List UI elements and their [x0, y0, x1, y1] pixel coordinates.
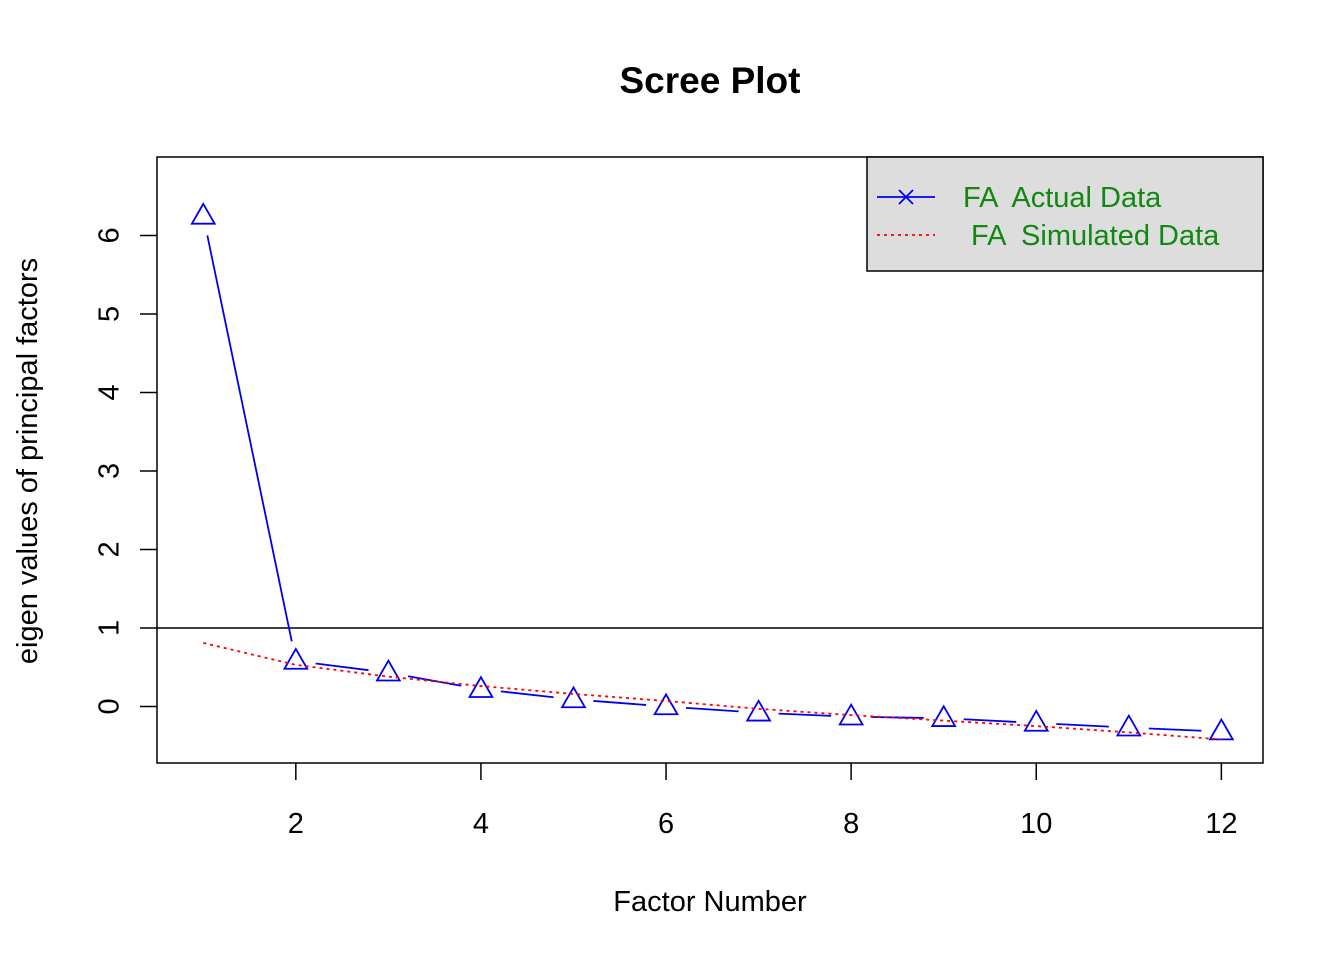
- data-point-7: [745, 698, 772, 722]
- x-tick-label-2: 2: [288, 808, 304, 840]
- y-tick-label-3: 3: [94, 463, 126, 479]
- series-segment-6: [685, 706, 739, 713]
- data-point-5: [560, 685, 587, 709]
- data-point-12: [1208, 717, 1235, 741]
- series-segment-7: [778, 712, 832, 717]
- legend-label-0: FA Actual Data: [963, 182, 1162, 214]
- legend-box: [866, 156, 1264, 272]
- data-point-2: [282, 647, 309, 670]
- series-segment-9: [963, 718, 1017, 723]
- legend-x-marker-icon: [898, 189, 914, 205]
- series-1: [203, 642, 1222, 741]
- y-tick-label-2: 2: [94, 541, 126, 557]
- data-point-11: [1115, 713, 1142, 737]
- data-point-3: [375, 658, 402, 682]
- chart-title: Scree Plot: [620, 60, 801, 101]
- x-tick-label-12: 12: [1205, 808, 1237, 840]
- data-point-10: [1023, 709, 1050, 732]
- legend-label-1: FA Simulated Data: [963, 220, 1220, 252]
- y-tick-label-5: 5: [94, 306, 126, 322]
- series-line-simulated: [203, 642, 1222, 741]
- series-segment-4: [500, 690, 554, 699]
- series-segment-5: [593, 700, 647, 706]
- data-point-6: [653, 692, 679, 716]
- series-segment-1: [206, 235, 293, 642]
- plot-frame: [156, 156, 1264, 764]
- y-tick-label-6: 6: [94, 227, 126, 243]
- x-tick-label-10: 10: [1020, 808, 1052, 840]
- series-segment-3: [407, 675, 462, 687]
- series-segment-2: [315, 662, 369, 672]
- series-segment-11: [1148, 727, 1202, 732]
- series-segment-10: [1056, 723, 1109, 728]
- x-tick-label-6: 6: [658, 808, 674, 840]
- data-point-1: [190, 202, 217, 225]
- legend: FA Actual Data FA Simulated Data: [866, 156, 1264, 272]
- x-tick-label-8: 8: [843, 808, 859, 840]
- y-tick-label-4: 4: [94, 384, 126, 400]
- x-axis-label: Factor Number: [613, 886, 807, 918]
- y-tick-label-0: 0: [94, 698, 126, 714]
- series-0: [190, 202, 1235, 741]
- y-tick-label-1: 1: [94, 620, 126, 636]
- data-point-9: [930, 704, 957, 727]
- y-axis-label: eigen values of principal factors: [12, 258, 44, 664]
- x-tick-label-4: 4: [473, 808, 489, 840]
